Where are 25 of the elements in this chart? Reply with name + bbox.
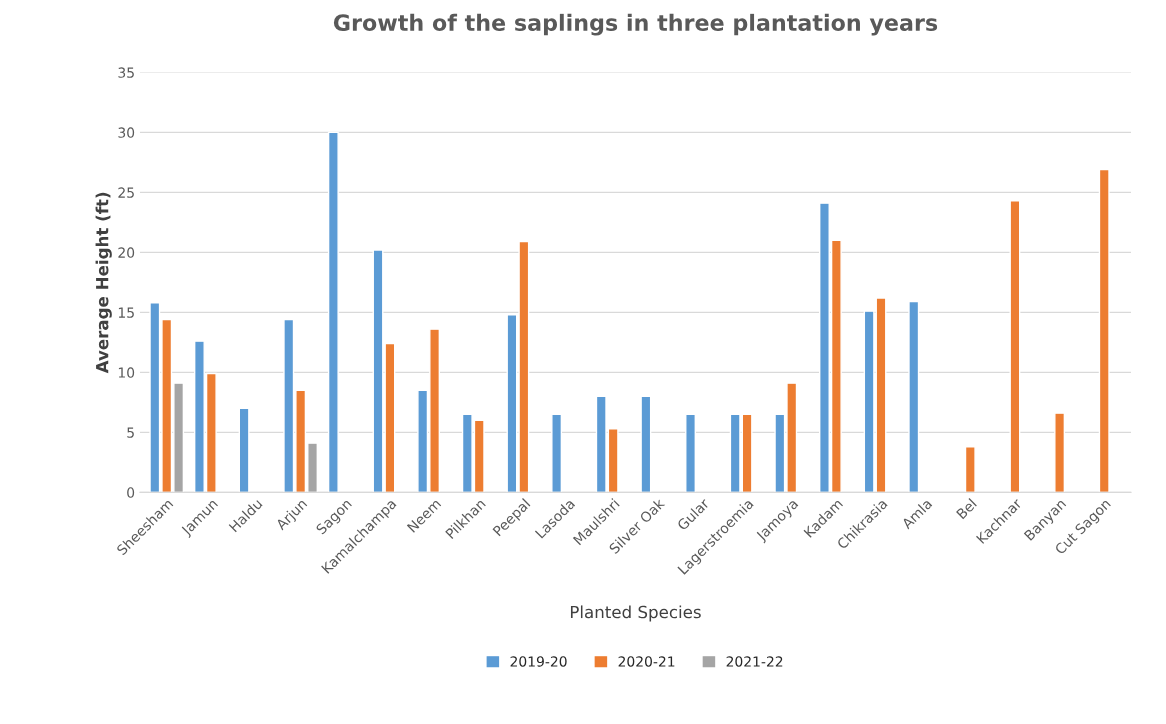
y-tick-label: 5 bbox=[127, 427, 134, 438]
bar bbox=[964, 446, 976, 493]
x-axis-title: Planted Species bbox=[570, 605, 701, 622]
legend-label: 2021-22 bbox=[726, 656, 783, 667]
bar bbox=[1054, 412, 1066, 493]
y-tick-label: 0 bbox=[127, 487, 135, 498]
legend-label: 2020-21 bbox=[618, 656, 675, 667]
y-tick-label: 25 bbox=[118, 187, 134, 198]
y-tick-label: 35 bbox=[118, 67, 134, 78]
y-tick-label: 30 bbox=[118, 127, 135, 138]
bar bbox=[908, 300, 920, 493]
y-tick-label: 20 bbox=[118, 247, 135, 258]
chart-title: Growth of the saplings in three plantation years bbox=[333, 13, 938, 36]
y-axis-title: Average Height (ft) bbox=[95, 192, 112, 374]
bar bbox=[685, 413, 696, 493]
bar bbox=[1098, 168, 1110, 493]
y-tick-label: 10 bbox=[118, 367, 135, 378]
bar bbox=[327, 131, 339, 493]
legend-label: 2019-20 bbox=[510, 656, 567, 667]
bar bbox=[1009, 200, 1021, 493]
bar bbox=[551, 413, 563, 493]
bar bbox=[640, 395, 652, 493]
x-tick-label: Bel bbox=[955, 498, 977, 520]
bar bbox=[238, 407, 250, 493]
y-tick-label: 15 bbox=[118, 307, 134, 318]
